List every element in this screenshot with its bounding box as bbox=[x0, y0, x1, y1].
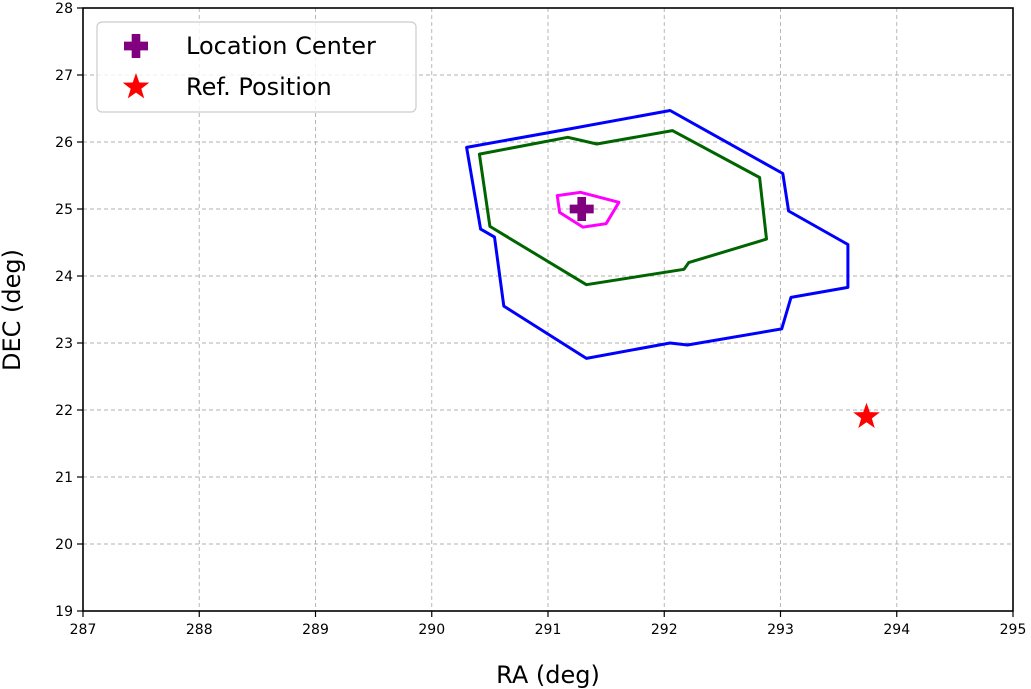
y-tick-label: 28 bbox=[55, 1, 73, 17]
y-tick-label: 22 bbox=[55, 403, 73, 419]
y-tick-label: 23 bbox=[55, 336, 73, 352]
legend-box bbox=[96, 21, 417, 113]
x-tick-label: 287 bbox=[70, 622, 97, 638]
x-tick-label: 295 bbox=[1000, 622, 1027, 638]
y-tick-label: 20 bbox=[55, 537, 73, 553]
x-tick-label: 290 bbox=[418, 622, 445, 638]
legend: Location Center Ref. Position bbox=[96, 21, 417, 113]
y-axis-label: DEC (deg) bbox=[0, 249, 26, 371]
y-tick-label: 26 bbox=[55, 135, 73, 151]
contour-2 bbox=[555, 190, 621, 229]
location-center-marker bbox=[569, 197, 594, 221]
contours bbox=[465, 109, 850, 360]
y-tick-label: 27 bbox=[55, 68, 73, 84]
legend-plus-icon bbox=[124, 34, 148, 58]
y-tick-label: 25 bbox=[55, 202, 73, 218]
x-tick-label: 291 bbox=[535, 622, 562, 638]
legend-marker-location-center bbox=[124, 34, 148, 58]
ref-position-star bbox=[853, 402, 880, 429]
legend-star-icon bbox=[122, 73, 150, 99]
legend-label-location-center: Location Center bbox=[186, 32, 376, 60]
legend-marker-ref-position bbox=[122, 73, 150, 99]
legend-label-ref-position: Ref. Position bbox=[186, 73, 332, 101]
x-tick-label: 289 bbox=[302, 622, 329, 638]
y-tick-label: 24 bbox=[55, 269, 73, 285]
y-tick-label: 21 bbox=[55, 470, 73, 486]
ticks: 287 288 289 290 291 292 293 294 295 19 20 21 22 23 24 2… bbox=[55, 1, 1026, 638]
markers bbox=[569, 197, 880, 429]
x-tick-label: 294 bbox=[883, 622, 910, 638]
x-tick-label: 292 bbox=[651, 622, 678, 638]
x-tick-label: 288 bbox=[186, 622, 213, 638]
contour-0 bbox=[465, 109, 850, 360]
y-tick-label: 19 bbox=[55, 604, 73, 620]
contour-1 bbox=[477, 129, 768, 287]
x-axis-label: RA (deg) bbox=[496, 661, 600, 689]
x-tick-label: 293 bbox=[767, 622, 794, 638]
